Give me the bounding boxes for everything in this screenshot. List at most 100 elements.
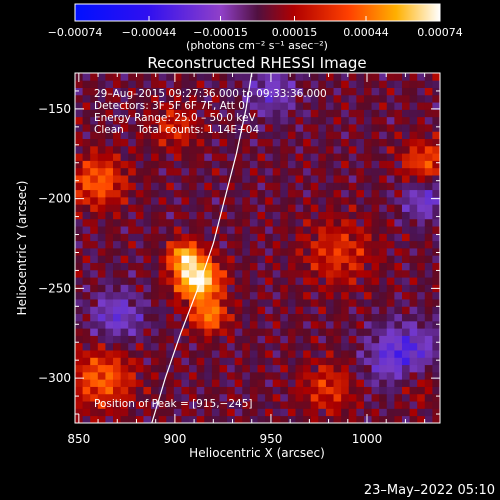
- heatmap-cell: [128, 175, 137, 183]
- heatmap-cell: [348, 379, 357, 387]
- heatmap-cell: [196, 116, 205, 125]
- heatmap-cell: [386, 320, 395, 329]
- heatmap-cell: [158, 175, 167, 183]
- heatmap-cell: [272, 160, 281, 169]
- heatmap-cell: [318, 401, 327, 409]
- heatmap-cell: [409, 124, 418, 132]
- heatmap-cell: [120, 153, 129, 161]
- heatmap-cell: [196, 401, 205, 409]
- heatmap-cell: [204, 401, 213, 409]
- heatmap-cell: [181, 401, 190, 409]
- heatmap-cell: [295, 342, 304, 351]
- heatmap-cell: [371, 415, 380, 423]
- heatmap-cell: [409, 408, 418, 417]
- heatmap-cell: [401, 393, 410, 402]
- heatmap-cell: [249, 248, 258, 256]
- heatmap-cell: [135, 357, 144, 366]
- heatmap-cell: [424, 313, 433, 322]
- heatmap-cell: [318, 196, 327, 205]
- heatmap-cell: [242, 153, 251, 161]
- heatmap-cell: [409, 379, 418, 387]
- heatmap-cell: [181, 175, 190, 183]
- heatmap-cell: [318, 80, 327, 88]
- heatmap-cell: [409, 284, 418, 293]
- heatmap-cell: [265, 167, 274, 176]
- heatmap-cell: [401, 291, 410, 300]
- heatmap-cell: [90, 313, 99, 322]
- heatmap-cell: [432, 116, 440, 125]
- heatmap-cell: [363, 80, 372, 88]
- heatmap-cell: [135, 393, 144, 402]
- heatmap-cell: [143, 415, 152, 423]
- heatmap-cell: [409, 306, 418, 315]
- heatmap-cell: [409, 248, 418, 256]
- heatmap-cell: [135, 240, 144, 249]
- heatmap-cell: [204, 153, 213, 161]
- heatmap-cell: [196, 160, 205, 169]
- heatmap-cell: [280, 189, 289, 198]
- heatmap-cell: [189, 386, 198, 395]
- heatmap-cell: [181, 102, 190, 110]
- heatmap-cell: [325, 393, 334, 402]
- heatmap-cell: [394, 218, 403, 227]
- heatmap-cell: [401, 269, 410, 278]
- heatmap-cell: [105, 167, 114, 176]
- heatmap-cell: [318, 73, 327, 81]
- heatmap-cell: [158, 218, 167, 227]
- heatmap-cell: [227, 160, 236, 169]
- heatmap-cell: [333, 233, 342, 242]
- heatmap-cell: [341, 160, 350, 169]
- heatmap-cell: [310, 379, 319, 387]
- heatmap-cell: [409, 218, 418, 227]
- heatmap-cell: [173, 277, 182, 285]
- heatmap-cell: [265, 401, 274, 409]
- heatmap-cell: [394, 393, 403, 402]
- heatmap-cell: [219, 175, 228, 183]
- heatmap-cell: [348, 364, 357, 373]
- heatmap-cell: [356, 371, 365, 380]
- heatmap-cell: [303, 415, 312, 423]
- heatmap-cell: [105, 196, 114, 205]
- heatmap-cell: [401, 262, 410, 271]
- heatmap-cell: [173, 350, 182, 358]
- heatmap-cell: [90, 306, 99, 315]
- heatmap-cell: [196, 189, 205, 198]
- heatmap-cell: [204, 262, 213, 271]
- heatmap-cell: [417, 364, 426, 373]
- heatmap-cell: [265, 80, 274, 88]
- heatmap-cell: [135, 73, 144, 81]
- heatmap-cell: [151, 196, 160, 205]
- heatmap-cell: [211, 218, 220, 227]
- heatmap-cell: [318, 131, 327, 140]
- heatmap-cell: [424, 131, 433, 140]
- heatmap-cell: [417, 357, 426, 366]
- heatmap-cell: [401, 350, 410, 358]
- heatmap-cell: [181, 269, 190, 278]
- heatmap-cell: [151, 73, 160, 81]
- heatmap-cell: [128, 226, 137, 234]
- heatmap-cell: [97, 116, 106, 125]
- heatmap-cell: [409, 255, 418, 263]
- heatmap-cell: [363, 371, 372, 380]
- heatmap-cell: [204, 116, 213, 125]
- heatmap-cell: [82, 153, 91, 161]
- heatmap-cell: [348, 408, 357, 417]
- heatmap-cell: [386, 94, 395, 103]
- heatmap-cell: [371, 350, 380, 358]
- heatmap-cell: [97, 138, 106, 147]
- heatmap-cell: [318, 167, 327, 176]
- heatmap-cell: [295, 153, 304, 161]
- heatmap-cell: [379, 357, 388, 366]
- heatmap-cell: [295, 109, 304, 118]
- heatmap-cell: [128, 87, 137, 96]
- heatmap-cell: [158, 357, 167, 366]
- heatmap-cell: [181, 379, 190, 387]
- heatmap-cell: [386, 328, 395, 336]
- heatmap-cell: [310, 306, 319, 315]
- heatmap-cell: [401, 371, 410, 380]
- heatmap-cell: [75, 233, 83, 242]
- heatmap-cell: [181, 218, 190, 227]
- heatmap-cell: [386, 116, 395, 125]
- heatmap-cell: [249, 240, 258, 249]
- heatmap-cell: [417, 226, 426, 234]
